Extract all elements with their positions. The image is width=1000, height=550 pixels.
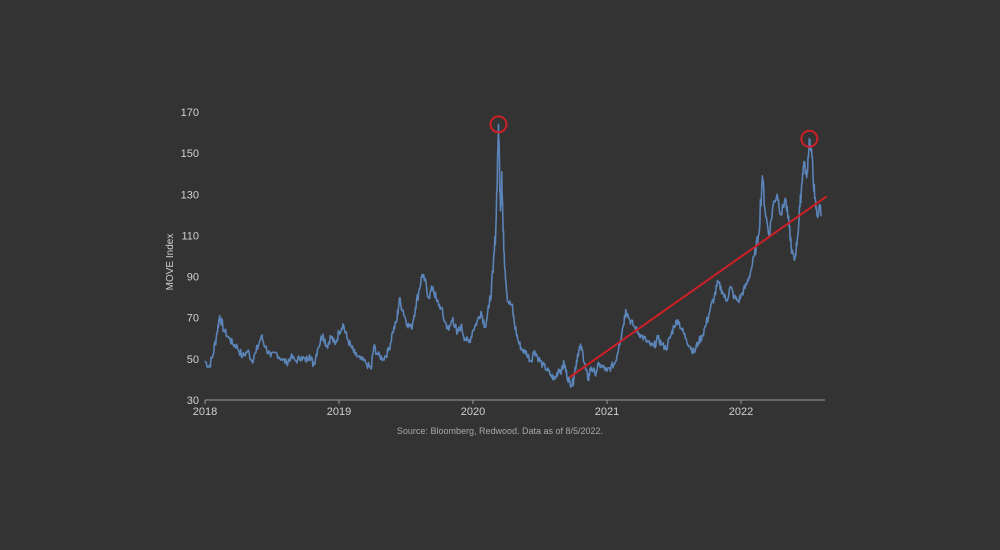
y-tick-label: 90 (187, 272, 199, 284)
series-line-move-index (204, 123, 823, 388)
y-tick-label: 150 (181, 148, 199, 160)
y-tick-label: 130 (181, 189, 199, 201)
series-layer (204, 123, 823, 388)
x-axis: 2018 2019 2020 2021 2022 (193, 399, 825, 418)
x-tick-label: 2022 (729, 406, 753, 418)
x-tick-label: 2021 (595, 406, 619, 418)
y-tick-label: 70 (187, 313, 199, 325)
y-tick-label: 30 (187, 395, 199, 407)
y-tick-label: 50 (187, 354, 199, 366)
trend-layer (568, 195, 828, 379)
x-tick-label: 2020 (461, 406, 485, 418)
trend-line (568, 195, 828, 379)
y-axis: 30 50 70 90 110 130 150 170 (181, 107, 199, 407)
highlight-layer (489, 115, 819, 148)
source-note: Source: Bloomberg, Redwood. Data as of 8… (397, 426, 603, 436)
y-tick-label: 170 (181, 107, 199, 119)
peak-highlight-circle (489, 115, 508, 134)
x-tick-label: 2019 (327, 406, 351, 418)
x-tick-label: 2018 (193, 406, 217, 418)
peak-highlight-circle (800, 129, 819, 148)
y-axis-label: MOVE Index (165, 234, 176, 291)
y-tick-label: 110 (181, 230, 199, 242)
